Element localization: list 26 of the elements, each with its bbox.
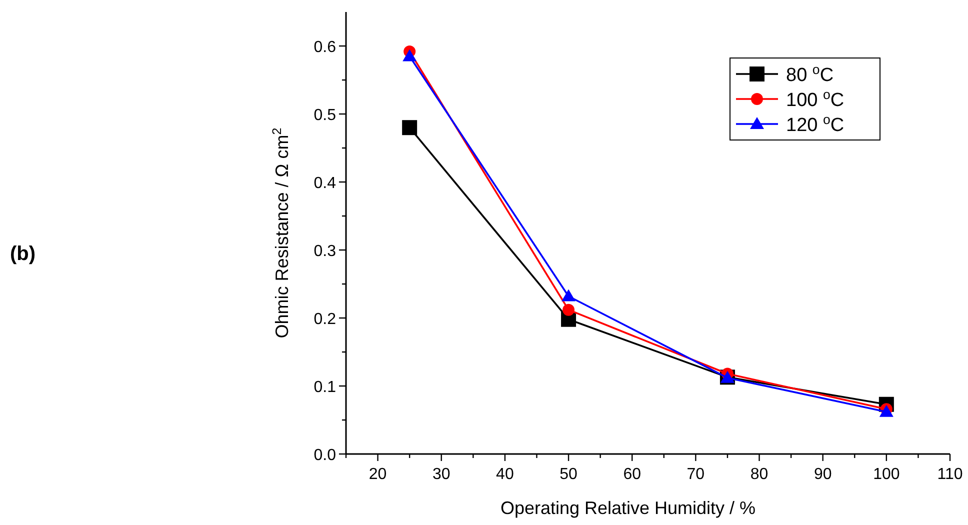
x-tick-label: 30	[432, 466, 450, 483]
x-tick-label: 100	[873, 466, 900, 483]
point	[402, 49, 417, 62]
legend-label: 120 $^{o}$C	[786, 112, 844, 136]
x-tick-label: 110	[937, 466, 963, 483]
point	[562, 289, 576, 302]
text: 0.0	[314, 447, 336, 464]
x-tick-label: 50	[560, 466, 578, 483]
x-tick-label: 20	[368, 466, 387, 483]
point	[562, 304, 575, 316]
text: (b)	[10, 243, 36, 265]
y-tick-label: 0.5	[314, 107, 336, 124]
point	[402, 120, 418, 136]
y-tick-label: 0.2	[314, 311, 336, 328]
legend-label: 100 $^{o}$C	[786, 86, 844, 111]
x-tick-label: 40	[496, 466, 514, 483]
y-tick-label: 0.1	[314, 379, 336, 396]
x-tick-label: 80	[750, 466, 768, 483]
y-tick-label: 0.3	[314, 243, 336, 260]
x-axis-title: Operating Relative Humidity / %	[500, 498, 756, 518]
legend-label: 80 $^{o}$C	[786, 62, 834, 86]
x-tick-label: 70	[686, 466, 705, 483]
y-tick-label: 0.6	[314, 39, 336, 56]
y-tick-label: 0.4	[314, 175, 336, 192]
x-tick-label: 90	[814, 466, 832, 483]
x-tick-label: 60	[623, 466, 642, 483]
